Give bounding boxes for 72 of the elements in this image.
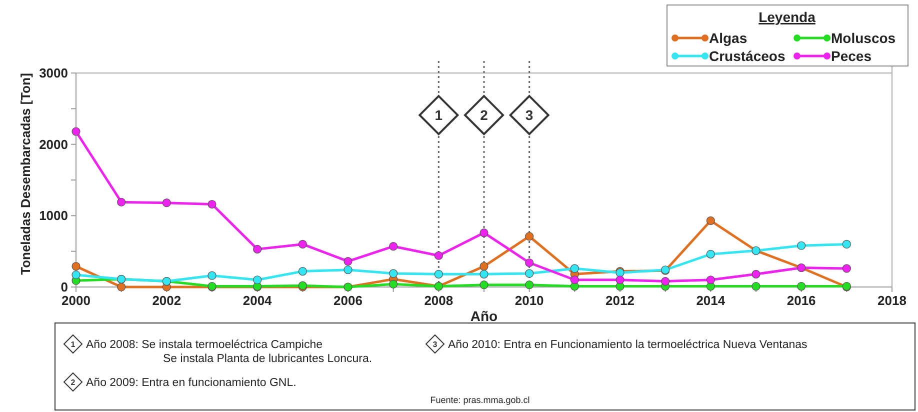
y-tick-label: 3000: [39, 66, 68, 81]
point: [480, 228, 488, 238]
point: [389, 269, 398, 278]
point: [752, 282, 760, 291]
x-tick-label: 2004: [242, 293, 273, 308]
text: 2: [70, 378, 76, 387]
text: 3: [432, 340, 438, 349]
point: [434, 270, 443, 278]
legend-label: Moluscos: [831, 30, 896, 46]
annotation: 3: [525, 106, 534, 123]
x-axis-title: Año: [470, 308, 498, 324]
x-tick-label: 2016: [786, 293, 816, 308]
source-note: Fuente: pras.mma.gob.cl: [430, 395, 530, 405]
annotation: 2: [480, 106, 488, 123]
text: 1: [70, 340, 76, 349]
point: [72, 270, 80, 280]
point: [797, 282, 806, 291]
point: [480, 270, 488, 278]
point: [434, 251, 443, 260]
point: [706, 276, 715, 284]
point: [570, 264, 579, 273]
point: [208, 271, 216, 280]
point: [298, 240, 307, 248]
point: [525, 258, 534, 268]
point: [842, 240, 851, 248]
annotation: 1: [434, 106, 443, 123]
x-tick-label: 2000: [62, 293, 90, 308]
x-tick-label: 2012: [606, 293, 634, 308]
y-tick-label: 2000: [39, 136, 68, 152]
text: Se instala Planta de lubricantes Loncura.: [163, 353, 372, 365]
x-tick-label: 2014: [696, 293, 726, 308]
point: [752, 270, 760, 278]
point: [162, 198, 171, 208]
point: [72, 262, 80, 271]
legend-label: Crustáceos: [709, 48, 786, 64]
point: [525, 280, 534, 290]
legend-title: Leyenda: [758, 9, 816, 25]
point: [117, 282, 126, 292]
text: Año 2009: Entra en funcionamiento GNL.: [86, 377, 296, 389]
point: [842, 264, 851, 273]
x-tick-label: 2010: [514, 293, 544, 308]
point: [253, 276, 262, 284]
point: [72, 127, 80, 136]
point: [661, 276, 670, 286]
y-tick-label: 1000: [39, 208, 68, 224]
point: [525, 232, 534, 241]
point: [706, 250, 715, 258]
point: [117, 198, 126, 206]
point: [253, 244, 262, 254]
text: Año 2008: Se instala termoeléctrica Campiche: [86, 339, 323, 351]
x-tick-label: 2006: [334, 293, 362, 308]
x-tick-label: 2002: [152, 293, 182, 308]
point: [389, 242, 398, 251]
legend-label: Peces: [831, 48, 872, 64]
point: [797, 241, 806, 250]
legend-label: Algas: [709, 30, 748, 46]
point: [480, 262, 488, 271]
point: [570, 276, 579, 284]
point: [389, 280, 398, 288]
point: [616, 276, 624, 284]
y-tick-label: 0: [60, 280, 68, 295]
point: [344, 266, 352, 274]
x-tick-label: 2008: [424, 293, 454, 308]
point: [208, 200, 216, 209]
point: [298, 267, 307, 276]
point: [344, 257, 352, 266]
x-tick-label: 2018: [878, 293, 906, 308]
point: [480, 280, 488, 290]
y-axis-title: Toneladas Desembarcadas [Ton]: [18, 73, 33, 275]
text: Año 2010: Entra en Funcionamiento la termoeléctrica Nueva Ventanas: [448, 339, 808, 351]
point: [525, 269, 534, 278]
point: [706, 216, 715, 225]
